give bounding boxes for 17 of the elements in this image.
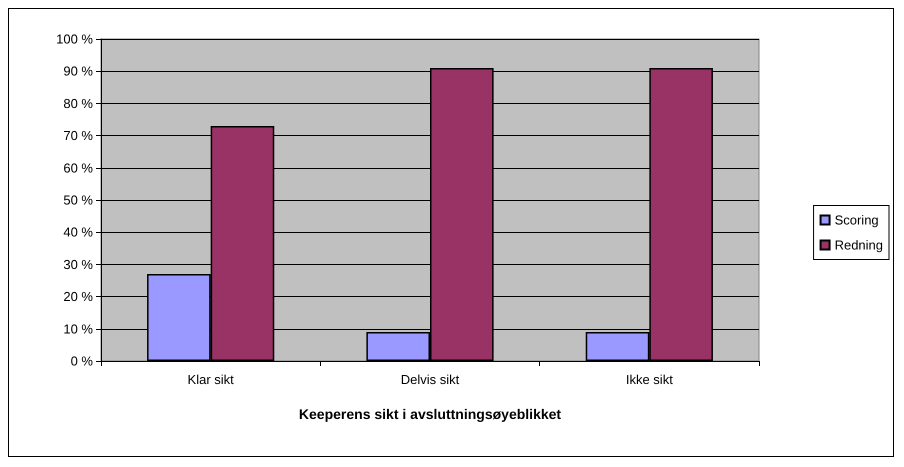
y-tick-label: 10 % [63,321,94,336]
y-tick-label: 60 % [63,160,94,176]
x-axis-title: Keeperens sikt i avsluttningsøyeblikket [298,406,562,422]
y-tick-label: 100 % [56,32,94,46]
legend-label: Redning [834,238,884,252]
y-tick-label: 50 % [63,192,94,208]
x-tick-label: Klar sikt [188,372,234,387]
y-tick-label: 40 % [63,224,94,240]
x-tick-label: Delvis sikt [400,372,460,387]
legend-label: Scoring [834,212,879,228]
y-tick-label: 0 % [70,354,94,368]
y-tick-label: 90 % [63,64,94,79]
y-tick-label: 80 % [63,96,94,111]
y-tick-label: 20 % [63,289,94,304]
y-tick-label: 30 % [63,256,94,272]
y-tick-label: 70 % [63,128,94,144]
x-tick-label: Ikke sikt [626,372,674,387]
